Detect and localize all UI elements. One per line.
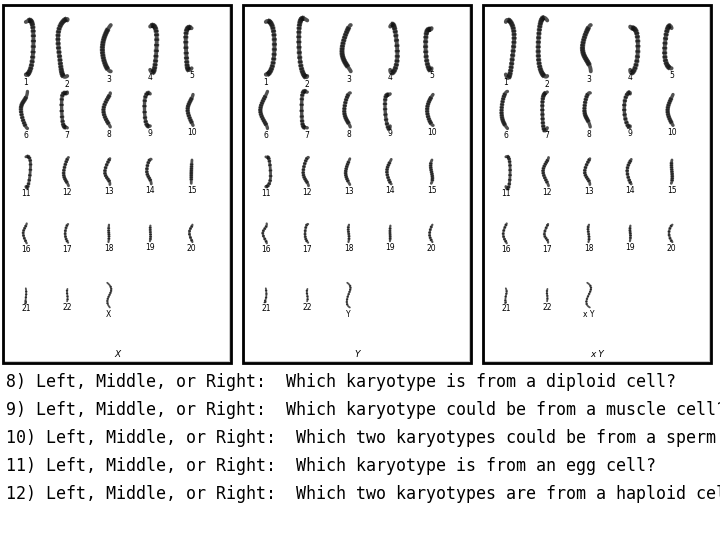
Text: 9: 9 [628,129,633,138]
Bar [483,5,711,363]
Text: 14: 14 [145,186,155,195]
Text: 5: 5 [429,71,434,80]
Text: 17: 17 [63,245,72,254]
Text: 20: 20 [667,244,676,253]
Text: 22: 22 [63,303,72,312]
Text: 4: 4 [628,73,633,82]
Text: 8: 8 [586,130,591,139]
Text: 21: 21 [21,303,30,313]
Text: 1: 1 [503,78,508,87]
Text: 10: 10 [427,128,436,137]
Text: 21: 21 [261,303,271,313]
Text: 1: 1 [264,78,268,87]
Text: 8) Left, Middle, or Right:  Which karyotype is from a diploid cell?: 8) Left, Middle, or Right: Which karyoty… [6,373,676,391]
Text: 1: 1 [24,78,28,87]
Text: 15: 15 [186,186,197,194]
Text: 11: 11 [261,189,271,198]
Text: 22: 22 [302,303,312,312]
Text: 3: 3 [586,75,591,84]
Text: 6: 6 [264,131,269,140]
Text: 7: 7 [305,131,310,140]
Text: 13: 13 [344,187,354,196]
Text: 13: 13 [104,187,114,196]
Text: 4: 4 [388,73,392,82]
Text: 16: 16 [261,245,271,254]
Text: 16: 16 [501,245,510,254]
Text: 15: 15 [667,186,676,194]
Text: 14: 14 [626,186,635,195]
Text: 7: 7 [545,131,549,140]
Text: 9: 9 [148,129,153,138]
Bar [243,5,471,363]
Bar [483,5,711,363]
Text: 12: 12 [542,188,552,197]
Text: 11) Left, Middle, or Right:  Which karyotype is from an egg cell?: 11) Left, Middle, or Right: Which karyot… [6,457,656,475]
Text: 20: 20 [186,244,197,253]
Text: 3: 3 [346,75,351,84]
Text: 15: 15 [427,186,436,194]
Text: 20: 20 [427,244,436,253]
Text: 10: 10 [186,128,197,137]
Text: X: X [106,309,112,319]
Text: 17: 17 [542,245,552,254]
Text: 10: 10 [667,128,676,137]
Text: 12: 12 [302,188,312,197]
Text: 2: 2 [305,80,310,89]
Text: 9) Left, Middle, or Right:  Which karyotype could be from a muscle cell?: 9) Left, Middle, or Right: Which karyoty… [6,401,720,419]
Text: 11: 11 [501,189,510,198]
Text: 12: 12 [63,188,72,197]
Text: 6: 6 [23,131,28,140]
Bar [243,5,471,363]
Text: 7: 7 [65,131,70,140]
Text: 8: 8 [346,130,351,139]
Text: Y: Y [354,350,360,359]
Text: 14: 14 [385,186,395,195]
Text: 8: 8 [107,130,111,139]
Text: 10) Left, Middle, or Right:  Which two karyotypes could be from a sperm cell?: 10) Left, Middle, or Right: Which two ka… [6,429,720,447]
Text: 22: 22 [542,303,552,312]
Text: 2: 2 [65,80,70,89]
Text: 18: 18 [584,244,593,253]
Text: 5: 5 [669,71,674,80]
Text: x Y: x Y [583,309,595,319]
Text: 18: 18 [344,244,354,253]
Text: 3: 3 [107,75,111,84]
Bar [5,7,229,361]
Text: 18: 18 [104,244,114,253]
Text: 11: 11 [21,189,30,198]
Text: 2: 2 [545,80,549,89]
Text: 21: 21 [501,303,510,313]
Text: Y: Y [346,309,351,319]
Bar [485,7,709,361]
Text: 19: 19 [145,243,155,252]
Text: 5: 5 [189,71,194,80]
Text: 17: 17 [302,245,312,254]
Text: 19: 19 [626,243,635,252]
Text: 12) Left, Middle, or Right:  Which two karyotypes are from a haploid cell?: 12) Left, Middle, or Right: Which two ka… [6,485,720,503]
Text: 13: 13 [584,187,593,196]
Bar [3,5,231,363]
Text: 16: 16 [21,245,31,254]
Text: x Y: x Y [590,350,604,359]
Text: X: X [114,350,120,359]
Bar [245,7,469,361]
Bar [3,5,231,363]
Text: 6: 6 [503,131,508,140]
Text: 19: 19 [385,243,395,252]
Text: 9: 9 [388,129,392,138]
Text: 4: 4 [148,73,153,82]
